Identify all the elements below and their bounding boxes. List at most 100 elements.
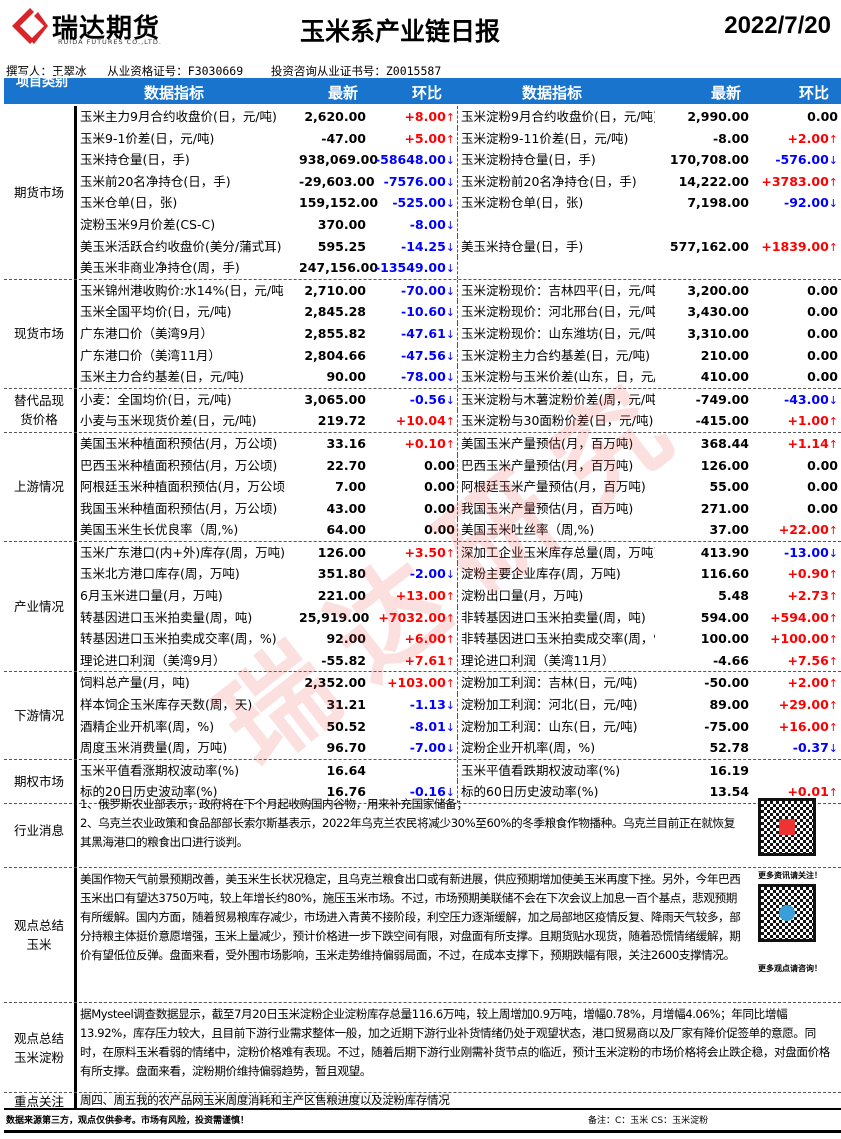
latest-value: 410.00 [700,369,749,385]
latest-value: 3,310.00 [687,325,749,341]
change-value: 0.00 [749,280,838,302]
right-cell: 深加工企业玉米库存总量(周，万吨) 413.90 -13.00↓ [457,541,838,564]
table-row: 淀粉玉米9月价差(CS-C) 370.00 -8.00↓ [77,213,841,236]
table-row: 广东港口价（美湾11月） 2,804.66 -47.56↓ 玉米淀粉主力合约基差(日，… [77,344,841,367]
arrow-down-icon: ↓ [445,327,455,341]
change-text: 0.00 [807,282,838,298]
latest-value: 2,352.00 [304,675,366,691]
latest-value: 368.44 [700,435,749,451]
change-value: -8.00↓ [366,214,455,236]
latest-value: 594.00 [700,609,749,625]
indicator-label: 美国玉米生长优良率（周,%) [80,522,239,538]
news-text: 1、俄罗斯农业部表示，政府将在下个月起收购国内谷物，用来补充国家储备； 2、乌克… [80,797,735,849]
latest-value: -749.00 [695,391,749,407]
table-row: 样本饲企玉米库存天数(周，天) 31.21 -1.13↓ 淀粉加工利润：河北(日，元/… [77,694,841,716]
latest-value: -415.00 [695,413,749,429]
table-row: 玉米平值看涨期权波动率(%) 16.64 玉米平值看跌期权波动率(%) 16.19 [77,759,841,782]
change-value: -43.00↓ [749,389,838,411]
indicator-label: 玉米主力合约基差(日，元/吨) [80,369,244,385]
left-cell: 6月玉米进口量(月，万吨) 221.00 +13.00↑ [77,585,457,607]
right-cell: 玉米淀粉9月合约收盘价(日，元/吨) 2,990.00 0.00 [457,106,838,128]
focus-text: 周四、周五我的农产品网玉米周度消耗和主产区售粮进度以及淀粉库存情况 [80,1093,450,1107]
indicator-label: 美国玉米产量预估(月，百万吨) [461,435,634,451]
table-row: 玉米前20名净持仓(日，手) -29,603.00 -7576.00↓ 玉米淀粉前20… [77,170,841,193]
brand-name: 瑞达期货 [52,14,161,44]
section-1: 现货市场 玉米锦州港收购价:水14%(日，元/吨 2,710.00 -70.00↓ 玉米… [4,279,841,389]
footnote: 备注：C：玉米 CS：玉米淀粉 [588,1116,709,1126]
change-text: 0.00 [807,325,838,341]
change-text: +1.00 [787,413,829,429]
arrow-down-icon: ↓ [445,240,455,254]
right-cell: 玉米平值看跌期权波动率(%) 16.19 [457,759,838,782]
header-change-right: 环比 [799,84,830,102]
left-cell: 小麦与玉米现货价差(日，元/吨) 219.72 +10.04↑ [77,410,457,432]
arrow-down-icon: ↓ [445,218,455,232]
indicator-label: 小麦：全国均价(日，元/吨) [80,391,232,407]
change-value: 0.00 [749,476,838,498]
header-latest-right: 最新 [711,84,742,102]
indicator-label: 美国玉米吐丝率（周,%) [461,522,595,538]
right-cell: 玉米淀粉持仓量(日，手) 170,708.00 -576.00↓ [457,149,838,171]
table-row: 玉米锦州港收购价:水14%(日，元/吨 2,710.00 -70.00↓ 玉米淀粉现价… [77,279,841,302]
left-cell: 周度玉米消费量(周，万吨) 96.70 -7.00↓ [77,737,457,759]
change-text: 0.00 [424,522,455,538]
change-value: +8.00↑ [366,106,455,128]
arrow-down-icon: ↓ [445,786,455,800]
change-value: -0.16↓ [366,781,455,803]
change-text: 0.00 [807,479,838,495]
change-value: +3783.00↑ [749,171,838,193]
latest-value: 25,919.00 [299,609,370,625]
indicator-label: 理论进口利润（美湾9月） [80,652,226,668]
latest-value: -47.00 [321,130,366,146]
change-text: +2.73 [787,588,829,604]
latest-value: 13.54 [709,784,749,800]
right-cell [457,257,838,279]
section-name: 产业情况 [4,541,77,672]
arrow-down-icon: ↓ [828,154,838,168]
left-cell: 巴西玉米种植面积预估(月，万公顷) 22.70 0.00 [77,455,457,477]
change-value: +7.56↑ [749,650,838,672]
indicator-label: 玉米淀粉与玉米价差(山东，日，元/吨 [461,369,655,385]
right-cell: 淀粉加工利润：山东(日，元/吨) -75.00 +16.00↑ [457,715,838,738]
indicator-label: 玉米淀粉主力合约基差(日，元/吨) [461,347,650,363]
arrow-down-icon: ↓ [445,262,455,276]
change-value: +1839.00↑ [749,236,838,258]
change-value: -525.00↓ [366,192,455,214]
latest-value: 31.21 [326,697,366,713]
right-cell: 美国玉米吐丝率（周,%) 37.00 +22.00↑ [457,519,838,541]
change-value [749,257,838,279]
left-cell: 玉米主力合约基差(日，元/吨) 90.00 -78.00↓ [77,366,457,388]
change-value [749,760,838,782]
arrow-down-icon: ↓ [828,546,838,560]
arrow-up-icon: ↑ [445,132,455,146]
change-text: -7576.00 [383,173,446,189]
right-cell: 非转基因进口玉米拍卖成交率(周，%) 100.00 +100.00↑ [457,628,838,650]
indicator-label: 非转基因进口玉米拍卖量(周，吨) [461,609,646,625]
change-value: -7.00↓ [366,737,455,759]
indicator-label: 玉米持仓量(日，手) [80,152,190,168]
qr-code-icon[interactable] [758,798,816,856]
latest-value: 90.00 [326,369,366,385]
latest-value: 16.64 [326,762,366,778]
change-value: -1.13↓ [366,694,455,716]
right-cell: 阿根廷玉米产量预估(月，百万吨) 55.00 0.00 [457,476,838,498]
indicator-label: 玉米锦州港收购价:水14%(日，元/吨 [80,282,284,298]
change-value: 0.00 [749,345,838,367]
qr-code-icon[interactable] [758,884,816,942]
arrow-up-icon: ↑ [828,568,838,582]
author-line: 撰写人：王翠冰 从业资格证号：F3030669 投资咨询从业证书号：Z00155… [6,64,442,78]
change-value: -13.00↓ [749,542,838,564]
change-value: +2.73↑ [749,585,838,607]
change-value: -576.00↓ [749,149,838,171]
arrow-down-icon: ↓ [445,371,455,385]
corn-view-text: 美国作物天气前景预期改善，美玉米生长状况稳定，且乌克兰粮食出口或有新进展，供应预… [80,872,741,962]
indicator-label: 阿根廷玉米产量预估(月，百万吨) [461,479,646,495]
right-cell: 玉米淀粉现价：山东潍坊(日，元/吨) 3,310.00 0.00 [457,322,838,345]
arrow-up-icon: ↑ [828,437,838,451]
change-text: +0.01 [787,784,829,800]
change-value: 0.00 [749,301,838,323]
arrow-up-icon: ↑ [828,786,838,800]
change-text: +13.00 [395,588,446,604]
latest-value: 3,430.00 [687,304,749,320]
latest-value: 247,156.00 [299,260,379,276]
